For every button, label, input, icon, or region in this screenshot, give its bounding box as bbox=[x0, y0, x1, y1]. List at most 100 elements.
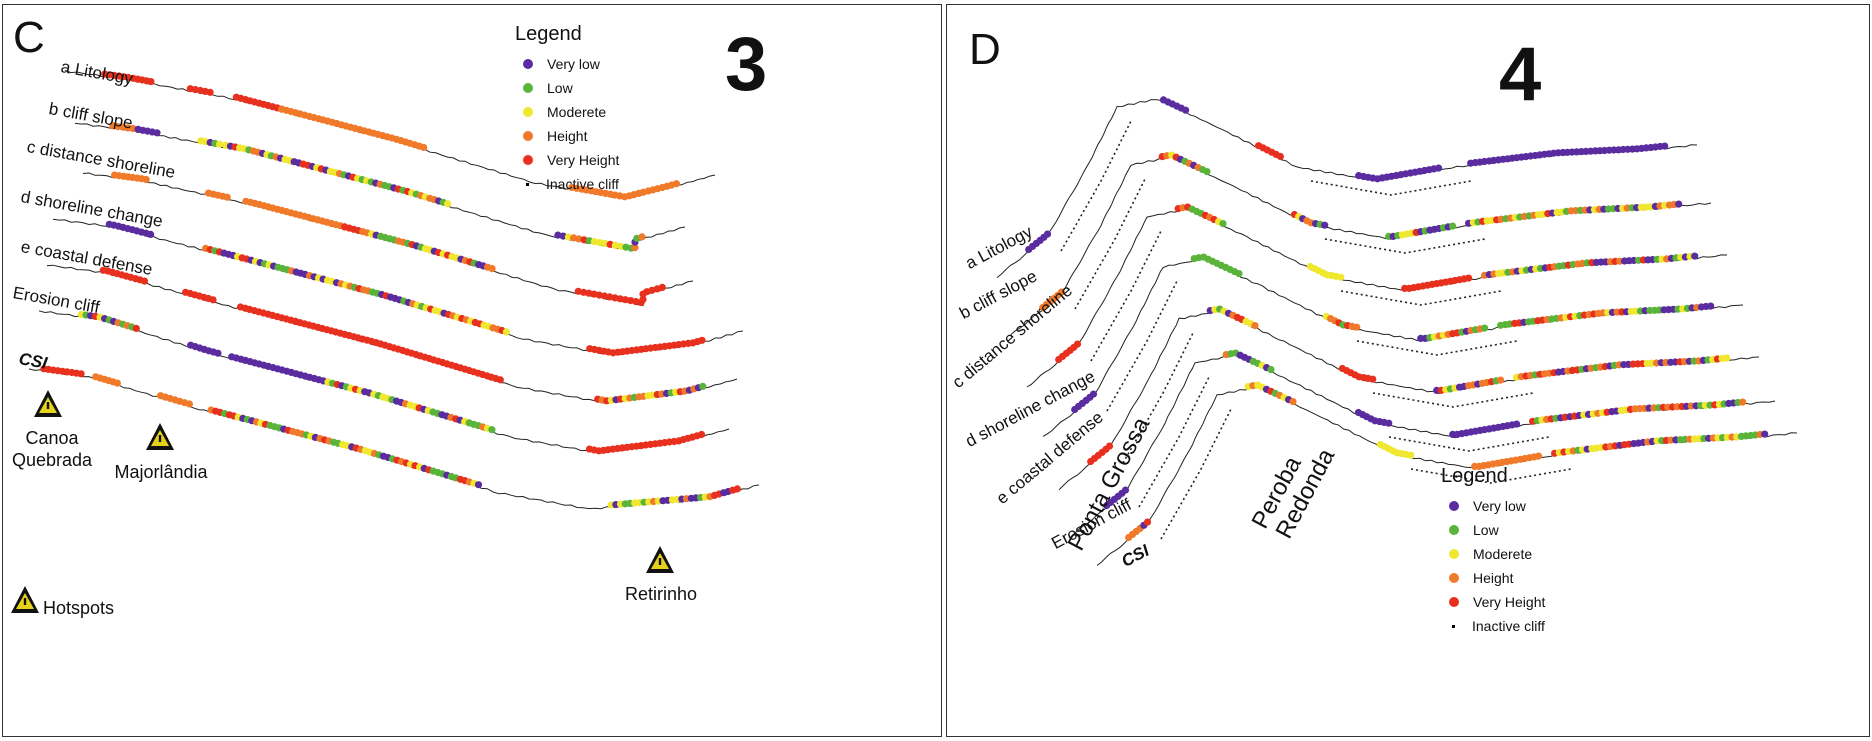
index-dot bbox=[77, 370, 85, 378]
index-dot bbox=[1182, 106, 1190, 114]
index-dot bbox=[1739, 398, 1747, 406]
index-dot bbox=[658, 283, 666, 291]
index-dot bbox=[1353, 323, 1361, 331]
legend-swatch bbox=[526, 182, 529, 186]
inactive-cliff-d2-6 bbox=[1410, 468, 1572, 484]
index-dot bbox=[1385, 419, 1393, 427]
index-dot bbox=[1121, 486, 1130, 494]
legend-item-height: Height bbox=[1441, 566, 1545, 590]
legend-swatch bbox=[1449, 501, 1459, 511]
index-dot bbox=[474, 481, 483, 489]
legend-title: Legend bbox=[515, 23, 582, 45]
index-dot bbox=[502, 328, 510, 336]
panel-c-number: 3 bbox=[725, 22, 768, 107]
hotspot-icon-majorlandia bbox=[146, 423, 174, 450]
index-dot bbox=[1407, 451, 1415, 459]
panel-c-map bbox=[11, 69, 760, 613]
panel-c: C 3 Legend Very low Low Moderete Height Very … bbox=[2, 4, 942, 737]
legend-item-low: Low bbox=[515, 76, 619, 100]
inactive-cliff-d2-4 bbox=[1372, 392, 1534, 408]
index-dot bbox=[1321, 221, 1329, 229]
index-dot bbox=[638, 233, 646, 241]
index-dot bbox=[206, 88, 214, 96]
index-dot bbox=[1761, 430, 1769, 438]
index-dot bbox=[214, 349, 222, 357]
index-dot bbox=[1337, 273, 1345, 281]
legend-item-very-height: Very Height bbox=[515, 148, 619, 172]
inactive-cliff-d-2 bbox=[1090, 230, 1162, 362]
index-dot bbox=[113, 379, 121, 387]
index-dot bbox=[1043, 230, 1052, 238]
profile-line-c-6 bbox=[28, 368, 760, 510]
hotspot-label-canoa-quebrada: Canoa Quebrada bbox=[7, 427, 97, 471]
index-dot bbox=[733, 485, 741, 493]
index-dot bbox=[185, 400, 193, 408]
legend-swatch bbox=[523, 83, 533, 93]
index-dot bbox=[1203, 168, 1211, 176]
legend-swatch bbox=[1452, 624, 1455, 628]
index-dot bbox=[420, 143, 428, 151]
index-dot bbox=[209, 296, 217, 304]
panel-d: D 4 Legend Very low Low Moderete Height Very … bbox=[946, 4, 1870, 737]
inactive-cliff-d2-3 bbox=[1356, 340, 1518, 356]
index-dot bbox=[153, 129, 161, 137]
legend-label: Very low bbox=[1473, 498, 1526, 514]
index-dot bbox=[1073, 340, 1082, 348]
index-dot bbox=[1435, 164, 1443, 172]
index-dot bbox=[575, 235, 583, 243]
legend-label: Inactive cliff bbox=[1472, 618, 1545, 634]
index-dot bbox=[1251, 322, 1259, 330]
index-dot bbox=[1723, 354, 1731, 362]
index-dot bbox=[1235, 270, 1243, 278]
inactive-cliff-d2-5 bbox=[1388, 436, 1550, 452]
legend-swatch bbox=[523, 107, 533, 117]
legend-item-low: Low bbox=[1441, 518, 1545, 542]
index-dot bbox=[621, 296, 630, 304]
panel-c-letter: C bbox=[13, 13, 45, 62]
legend-d: Legend Very low Low Moderete Height Very Heig… bbox=[1441, 465, 1545, 638]
legend-swatch bbox=[1449, 525, 1459, 535]
panel-d-number: 4 bbox=[1499, 32, 1542, 117]
legend-item-moderate: Moderete bbox=[1441, 542, 1545, 566]
hotspot-canoa-line1: Canoa bbox=[25, 428, 79, 448]
index-dot bbox=[699, 382, 707, 390]
hotspot-label-majorlandia: Majorlândia bbox=[114, 462, 208, 482]
legend-swatch bbox=[523, 59, 533, 69]
inactive-cliff-d-6 bbox=[1160, 408, 1232, 540]
index-dot bbox=[1691, 252, 1699, 260]
legend-label: Height bbox=[547, 128, 588, 144]
legend-item-height: Height bbox=[515, 124, 619, 148]
legend-label: Low bbox=[1473, 522, 1499, 538]
index-dot bbox=[1661, 142, 1669, 150]
index-dot bbox=[1481, 324, 1489, 332]
hotspot-legend-icon bbox=[11, 586, 39, 613]
legend-label: Inactive cliff bbox=[546, 176, 619, 192]
index-dot bbox=[1289, 398, 1297, 406]
hotspot-label-retirinho: Retirinho bbox=[624, 584, 698, 604]
profile-line-d-0 bbox=[996, 99, 1698, 278]
index-dot bbox=[142, 175, 150, 184]
legend-label: Very Height bbox=[1473, 594, 1546, 610]
index-dot bbox=[1535, 452, 1543, 460]
index-dot bbox=[1057, 288, 1066, 296]
profile-line-c-5 bbox=[38, 310, 730, 454]
hotspot-icon-retirinho bbox=[646, 546, 674, 573]
index-dot bbox=[1675, 200, 1683, 208]
legend-label: Moderete bbox=[1473, 546, 1533, 562]
legend-item-very-low: Very low bbox=[515, 52, 619, 76]
index-dot bbox=[147, 78, 155, 86]
index-dot bbox=[1513, 420, 1521, 428]
legend-swatch bbox=[1449, 573, 1459, 583]
inactive-cliff-d-5 bbox=[1138, 376, 1210, 508]
index-dot bbox=[1089, 390, 1098, 398]
index-dot bbox=[1105, 442, 1114, 450]
legend-label: Very Height bbox=[547, 152, 620, 168]
index-dot bbox=[496, 376, 504, 384]
index-dot bbox=[1497, 376, 1505, 384]
inactive-cliff-d2-2 bbox=[1340, 290, 1502, 306]
index-dot bbox=[223, 193, 231, 201]
index-dot bbox=[132, 324, 140, 332]
index-dot bbox=[698, 336, 706, 344]
legend-title: Legend bbox=[1441, 465, 1508, 487]
index-dot bbox=[147, 230, 155, 238]
